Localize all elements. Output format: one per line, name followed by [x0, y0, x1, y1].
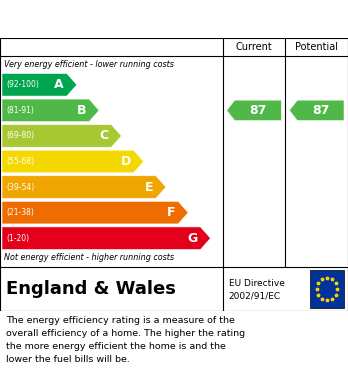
Text: The energy efficiency rating is a measure of the
overall efficiency of a home. T: The energy efficiency rating is a measur… [6, 316, 245, 364]
Text: D: D [120, 155, 130, 168]
Text: (81-91): (81-91) [6, 106, 34, 115]
Text: 87: 87 [250, 104, 267, 117]
Text: EU Directive: EU Directive [229, 279, 285, 288]
Text: Very energy efficient - lower running costs: Very energy efficient - lower running co… [4, 60, 174, 69]
Text: (1-20): (1-20) [6, 234, 29, 243]
Text: E: E [144, 181, 153, 194]
Polygon shape [2, 150, 144, 173]
Text: B: B [77, 104, 86, 117]
Text: F: F [167, 206, 175, 219]
Text: Energy Efficiency Rating: Energy Efficiency Rating [8, 11, 218, 27]
Polygon shape [2, 227, 211, 249]
Text: (21-38): (21-38) [6, 208, 34, 217]
Text: Not energy efficient - higher running costs: Not energy efficient - higher running co… [4, 253, 174, 262]
Text: C: C [99, 129, 108, 142]
Text: (39-54): (39-54) [6, 183, 34, 192]
Polygon shape [227, 100, 282, 120]
Polygon shape [2, 125, 121, 147]
Text: 87: 87 [312, 104, 329, 117]
Text: G: G [187, 232, 197, 245]
Bar [310, 270, 344, 308]
Polygon shape [289, 100, 344, 120]
Text: 2002/91/EC: 2002/91/EC [229, 291, 281, 300]
Text: (92-100): (92-100) [6, 80, 39, 89]
Polygon shape [2, 74, 77, 96]
Polygon shape [2, 99, 99, 122]
Text: (55-68): (55-68) [6, 157, 34, 166]
Polygon shape [2, 201, 188, 224]
Text: England & Wales: England & Wales [6, 280, 176, 298]
Text: (69-80): (69-80) [6, 131, 34, 140]
Text: Current: Current [236, 42, 272, 52]
Text: Potential: Potential [295, 42, 338, 52]
Polygon shape [2, 176, 166, 198]
Text: A: A [54, 78, 64, 91]
